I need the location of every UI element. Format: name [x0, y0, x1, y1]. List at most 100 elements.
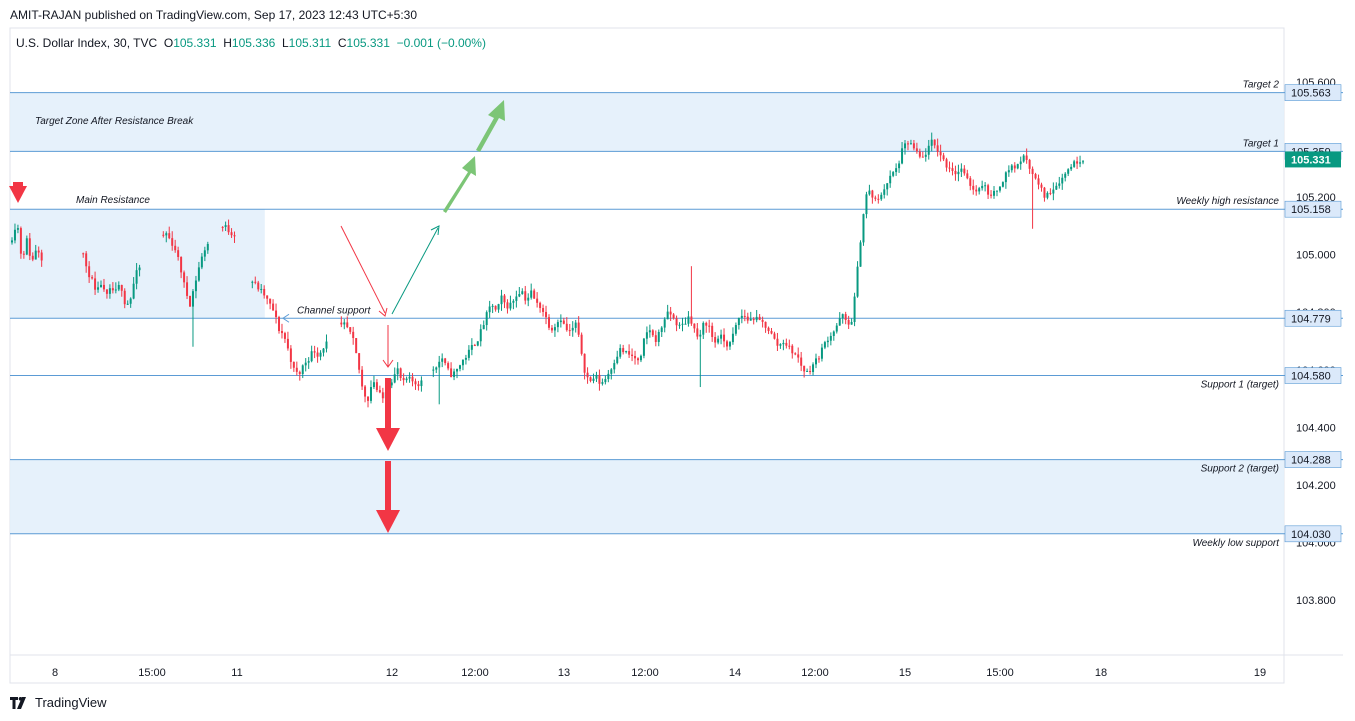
candle-body — [969, 178, 972, 186]
candle-body — [639, 355, 642, 361]
candle-body — [497, 304, 500, 310]
candle-body — [453, 371, 456, 377]
candle-body — [450, 368, 453, 377]
candle-body — [788, 345, 791, 347]
candle-body — [990, 194, 993, 196]
candle-body — [251, 281, 254, 283]
price-tag-label-4: 104.580 — [1291, 371, 1331, 383]
candle-body — [91, 277, 94, 279]
open-label: O — [163, 36, 174, 50]
candle-body — [402, 377, 405, 381]
candle-body — [13, 229, 16, 241]
candle-body — [660, 327, 663, 332]
candle-body — [1064, 173, 1067, 178]
candle-body — [396, 368, 399, 375]
candle-body — [34, 250, 37, 260]
price-tag-label-0: 105.563 — [1291, 88, 1331, 100]
candle-body — [746, 316, 749, 321]
price-tag-label-2: 105.158 — [1291, 204, 1331, 216]
candle-body — [1007, 170, 1010, 173]
candle-body — [749, 318, 752, 321]
candle-body — [773, 333, 776, 339]
candle-body — [904, 143, 907, 149]
candle-body — [589, 377, 592, 381]
candle-body — [654, 335, 657, 342]
candle-body — [610, 369, 613, 374]
candle-body — [417, 384, 420, 387]
candle-body — [794, 353, 797, 355]
candle-body — [714, 336, 717, 343]
candle-body — [1004, 172, 1007, 183]
candle-body — [880, 194, 883, 200]
level-label-4: Support 1 (target) — [1201, 380, 1279, 391]
candle-body — [100, 284, 103, 288]
candle-body — [37, 250, 40, 253]
candle-body — [298, 371, 301, 375]
candle-body — [272, 303, 275, 311]
candle-body — [856, 266, 859, 297]
x-tick-7: 14 — [729, 667, 741, 679]
red-marker-base — [13, 182, 23, 188]
candle-body — [981, 185, 984, 189]
candle-body — [556, 322, 559, 328]
candle-body — [984, 185, 987, 187]
candle-body — [734, 325, 737, 334]
candle-body — [536, 298, 539, 303]
price-tag-label-5: 104.288 — [1291, 455, 1331, 467]
candle-body — [117, 285, 120, 290]
candle-body — [832, 331, 835, 336]
candle-body — [829, 335, 832, 341]
candle-body — [325, 341, 328, 349]
candle-body — [963, 168, 966, 174]
candle-body — [82, 253, 85, 255]
candle-body — [809, 370, 812, 373]
candle-body — [527, 297, 530, 301]
candle-body — [470, 345, 473, 350]
candle-body — [189, 295, 192, 307]
candle-body — [123, 290, 126, 305]
candle-body — [545, 311, 548, 318]
candle-body — [918, 151, 921, 157]
candle-body — [233, 235, 236, 237]
green-arrow-2 — [476, 100, 505, 152]
candle-body — [871, 190, 874, 198]
candle-body — [1025, 155, 1028, 160]
price-tag-0 — [1284, 84, 1342, 101]
candle-body — [607, 373, 610, 380]
candle-body — [441, 358, 444, 362]
publisher-header: AMIT-RAJAN published on TradingView.com,… — [10, 8, 418, 22]
candle-body — [592, 378, 595, 381]
candle-body — [266, 295, 269, 299]
level-label-5: Support 2 (target) — [1201, 464, 1279, 475]
candle-body — [94, 278, 97, 290]
candle-body — [283, 333, 286, 339]
candle-body — [737, 317, 740, 326]
high-value: 105.336 — [231, 36, 276, 50]
candle-body — [420, 380, 423, 387]
candle-body — [108, 288, 111, 294]
candle-body — [518, 294, 521, 297]
zone-2 — [10, 459, 1284, 534]
close-label: C — [337, 36, 347, 50]
candle-body — [168, 233, 171, 239]
candle-body — [1001, 182, 1004, 187]
candle-body — [129, 298, 132, 304]
candle-body — [224, 225, 227, 227]
candle-body — [1040, 184, 1043, 188]
candle-body — [322, 348, 325, 353]
price-chart[interactable]: Target Zone After Resistance Break Main R… — [0, 0, 1355, 690]
candle-body — [1079, 162, 1082, 164]
price-tag-label-6: 104.030 — [1291, 529, 1331, 541]
candle-body — [275, 310, 278, 318]
candle-body — [927, 145, 930, 155]
candle-body — [755, 316, 758, 321]
x-tick-0: 8 — [52, 667, 58, 679]
x-tick-2: 11 — [231, 667, 242, 679]
candle-body — [408, 376, 411, 379]
current-price-tag — [1285, 151, 1341, 168]
candle-body — [921, 156, 924, 158]
candle-body — [651, 330, 654, 336]
candle-body — [114, 289, 117, 291]
sell-path-arrowhead — [378, 307, 388, 317]
candle-body — [206, 243, 209, 251]
